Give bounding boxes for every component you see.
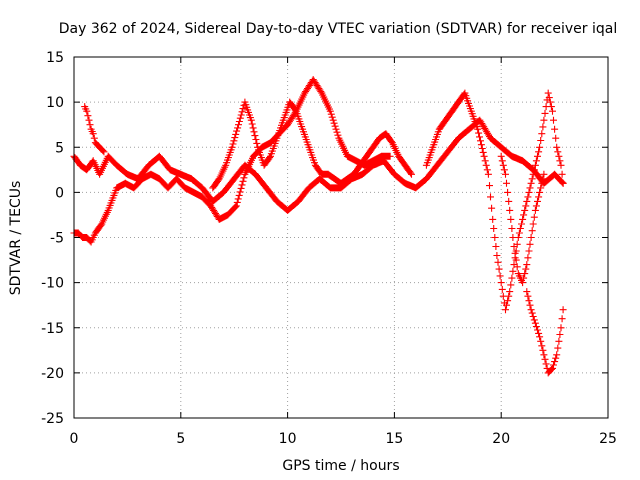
data-point-markers [70,76,394,246]
chart-title: Day 362 of 2024, Sidereal Day-to-day VTE… [59,21,617,37]
y-tick-label: -5 [50,231,64,247]
y-tick-label: 0 [55,185,64,201]
y-tick-label: -15 [41,321,64,337]
series-track-5 [422,89,567,314]
series-track-4 [209,98,415,192]
y-tick-label: -20 [41,366,64,382]
series-track-6 [497,152,548,287]
x-tick-label: 5 [176,431,185,447]
data-point-markers [209,98,415,192]
y-tick-label: 10 [46,95,64,111]
series-track-3 [81,103,108,156]
y-tick-label: 15 [46,50,64,66]
x-tick-label: 25 [599,431,617,447]
y-tick-label: -10 [41,276,64,292]
data-marks [70,76,567,377]
x-tick-label: 20 [492,431,510,447]
y-tick-label: 5 [55,140,64,156]
x-tick-label: 0 [70,431,79,447]
data-point-markers [81,103,108,156]
axis-ticks: 0 5 10 15 20 25 -25 -20 -15 -10 -5 0 5 10 15 [41,50,617,447]
y-tick-label: -25 [41,411,64,427]
data-point-markers [422,89,567,314]
x-tick-label: 10 [279,431,297,447]
data-point-markers [523,288,567,377]
x-tick-label: 15 [385,431,403,447]
y-axis-label: SDTVAR / TECUs [8,181,24,296]
data-point-markers [497,152,548,287]
x-axis-label: GPS time / hours [282,458,399,474]
series-track-2 [70,76,394,246]
series-track-7 [523,288,567,377]
